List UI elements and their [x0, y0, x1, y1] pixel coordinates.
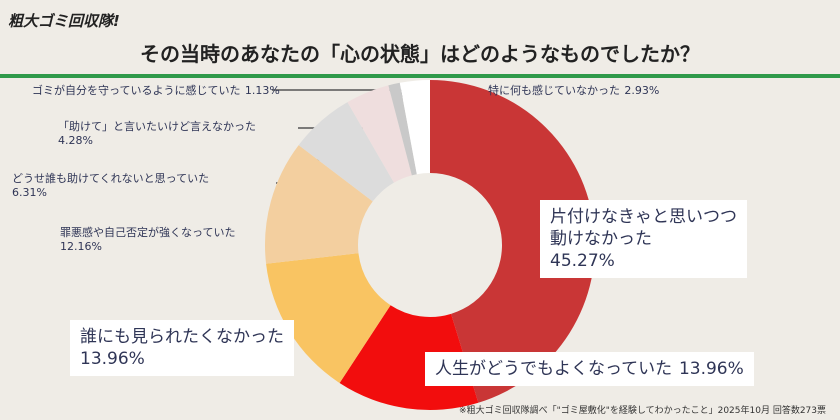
category-label: 「助けて」と言いたいけど言えなかった: [58, 120, 256, 133]
category-label: 片付けなきゃと思いつつ 動けなかった: [550, 207, 737, 249]
source-note: ※粗大ゴミ回収隊調べ「"ゴミ屋敷化"を経験してわかったこと」2025年10月 回…: [459, 406, 826, 416]
value-label: 45.27%: [550, 251, 615, 271]
donut-segment: [264, 145, 373, 264]
data-label: 人生がどうでもよくなっていた 13.96%: [425, 352, 754, 386]
value-label: 1.13%: [244, 84, 280, 97]
value-label: 6.31%: [12, 186, 47, 199]
category-label: 人生がどうでもよくなっていた: [435, 359, 673, 379]
data-label: 罪悪感や自己否定が強くなっていた 12.16%: [60, 226, 235, 254]
category-label: 誰にも見られたくなかった: [80, 327, 284, 347]
donut-segment: [399, 80, 430, 175]
value-label: 13.96%: [678, 359, 744, 379]
data-label: 誰にも見られたくなかった 13.96%: [70, 320, 294, 376]
category-label: ゴミが自分を守っているように感じていた: [32, 84, 241, 97]
category-label: 特に何も感じていなかった: [488, 84, 620, 97]
donut-segment: [347, 85, 412, 183]
data-label: ゴミが自分を守っているように感じていた 1.13%: [32, 84, 280, 98]
data-label: どうせ誰も助けてくれないと思っていた 6.31%: [12, 172, 209, 200]
donut-segment: [388, 82, 417, 176]
data-label: 特に何も感じていなかった 2.93%: [488, 84, 659, 98]
value-label: 2.93%: [624, 84, 660, 97]
donut-segment: [298, 102, 394, 202]
value-label: 4.28%: [58, 134, 93, 147]
category-label: 罪悪感や自己否定が強くなっていた: [60, 226, 236, 239]
value-label: 13.96%: [80, 349, 145, 369]
logo: 粗大ゴミ回収隊!: [8, 12, 120, 30]
data-label: 片付けなきゃと思いつつ 動けなかった 45.27%: [540, 200, 747, 278]
data-label: 「助けて」と言いたいけど言えなかった 4.28%: [58, 120, 256, 148]
value-label: 12.16%: [60, 240, 102, 253]
donut-segment: [266, 253, 391, 384]
category-label: どうせ誰も助けてくれないと思っていた: [12, 172, 210, 185]
donut-segment: [430, 80, 595, 403]
chart-title: その当時のあなたの「心の状態」はどのようなものでしたか？: [140, 42, 700, 66]
